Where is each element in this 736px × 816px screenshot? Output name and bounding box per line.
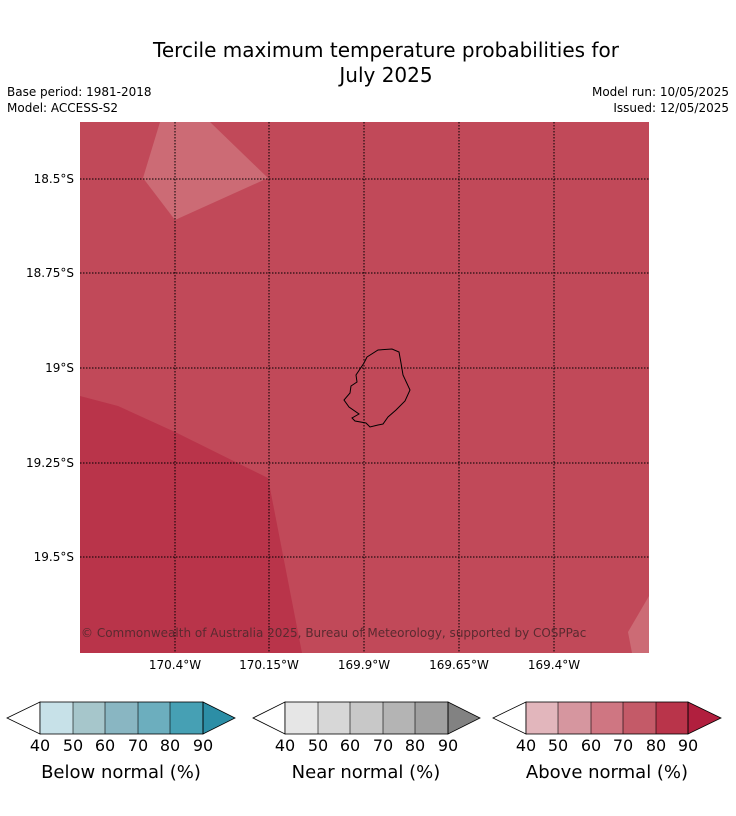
colorbar-above-normal <box>492 701 722 735</box>
map-title: Tercile maximum temperature probabilitie… <box>0 38 736 88</box>
colorbar-segment <box>558 702 591 734</box>
latitude-label: 18.5°S <box>33 172 74 186</box>
colorbar-segment <box>170 702 203 734</box>
colorbar-outline <box>525 701 689 735</box>
colorbar-segment <box>415 702 448 734</box>
colorbar-outline <box>284 701 449 735</box>
colorbar-tick: 60 <box>580 736 602 755</box>
issued-date: Issued: 12/05/2025 <box>613 101 729 115</box>
latitude-label: 19.25°S <box>26 456 74 470</box>
colorbar-label-above-normal: Above normal (%) <box>525 762 689 783</box>
colorbar-segment <box>318 702 350 734</box>
latitude-label: 18.75°S <box>26 266 74 280</box>
longitude-label: 169.9°W <box>337 658 391 672</box>
colorbar-tick: 90 <box>437 736 459 755</box>
colorbar-segment <box>105 702 138 734</box>
model-run: Model run: 10/05/2025 <box>591 85 729 99</box>
colorbar-tick: 50 <box>307 736 329 755</box>
lighter-region-southeast <box>628 596 649 653</box>
colorbar-tick: 80 <box>645 736 667 755</box>
latitude-label: 19°S <box>45 361 74 375</box>
island-coastline <box>343 348 411 428</box>
colorbar-tick: 40 <box>29 736 51 755</box>
meta-left: Base period: 1981-2018 Model: ACCESS-S2 <box>7 84 152 116</box>
graticule <box>80 122 649 653</box>
colorbar-extend-high <box>447 701 481 735</box>
latitude-label: 19.5°S <box>33 550 74 564</box>
colorbar-tick: 50 <box>62 736 84 755</box>
colorbar-label-near-normal: Near normal (%) <box>291 762 441 783</box>
colorbar-segment <box>591 702 623 734</box>
colorbar-label-below-normal: Below normal (%) <box>41 762 201 783</box>
lighter-region-north <box>143 122 268 220</box>
colorbar-tick: 70 <box>612 736 634 755</box>
base-period: Base period: 1981-2018 <box>7 85 152 99</box>
colorbar-tick: 80 <box>159 736 181 755</box>
colorbar-near-normal <box>252 701 481 735</box>
colorbar-outline <box>39 701 204 735</box>
colorbar-segment <box>623 702 656 734</box>
colorbar-extend-high <box>687 701 722 735</box>
colorbar-tick: 70 <box>372 736 394 755</box>
longitude-label: 170.4°W <box>148 658 202 672</box>
colorbar-tick: 60 <box>339 736 361 755</box>
colorbar-segment <box>350 702 383 734</box>
colorbar-segment <box>40 702 73 734</box>
colorbar-tick: 40 <box>274 736 296 755</box>
model-name: Model: ACCESS-S2 <box>7 101 119 115</box>
colorbar-tick: 50 <box>547 736 569 755</box>
colorbar-dividers <box>317 702 416 734</box>
longitude-label: 169.65°W <box>429 658 489 672</box>
colorbar-extend-low <box>6 701 41 735</box>
meta-right: Model run: 10/05/2025 Issued: 12/05/2025 <box>592 84 729 116</box>
longitude-label: 169.4°W <box>527 658 581 672</box>
colorbar-below-normal <box>6 701 236 735</box>
colorbar-extend-low <box>252 701 286 735</box>
colorbar-segment <box>285 702 318 734</box>
title-line-1: Tercile maximum temperature probabilitie… <box>153 38 619 62</box>
colorbar-extend-high <box>202 701 236 735</box>
colorbar-segment <box>383 702 415 734</box>
colorbar-extend-low <box>492 701 527 735</box>
colorbar-segment <box>526 702 558 734</box>
colorbar-tick: 60 <box>94 736 116 755</box>
colorbar-dividers <box>557 702 657 734</box>
darker-region-southwest <box>80 396 302 653</box>
colorbar-tick: 90 <box>677 736 699 755</box>
colorbar-tick: 90 <box>192 736 214 755</box>
colorbar-segment <box>138 702 170 734</box>
colorbar-tick: 40 <box>515 736 537 755</box>
colorbar-tick: 70 <box>127 736 149 755</box>
colorbar-segment <box>73 702 105 734</box>
copyright-notice: © Commonwealth of Australia 2025, Bureau… <box>81 626 587 640</box>
colorbar-segment <box>656 702 688 734</box>
colorbar-tick: 80 <box>404 736 426 755</box>
colorbar-dividers <box>72 702 171 734</box>
title-line-2: July 2025 <box>339 63 433 87</box>
longitude-label: 170.15°W <box>239 658 299 672</box>
